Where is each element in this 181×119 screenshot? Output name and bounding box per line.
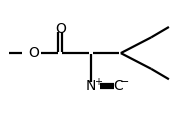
Text: −: −: [120, 77, 130, 87]
Text: O: O: [55, 22, 66, 36]
Text: N: N: [85, 79, 96, 93]
Text: O: O: [28, 46, 39, 60]
Text: +: +: [94, 77, 102, 87]
Text: C: C: [113, 79, 123, 93]
